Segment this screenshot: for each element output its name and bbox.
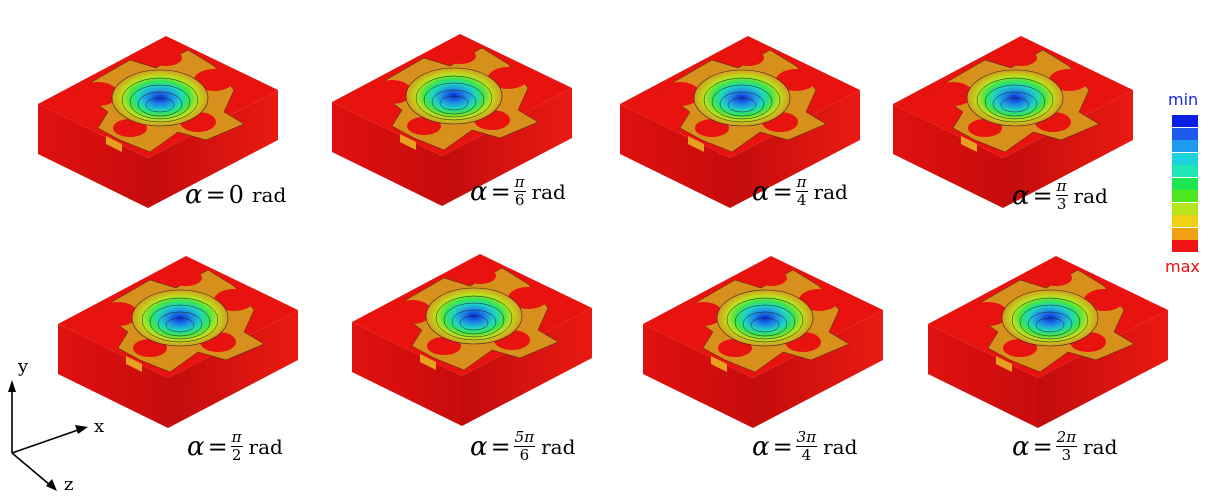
legend-color-cell [1172,227,1198,240]
caption-panel-1: α = 0 rad [185,180,287,210]
fraction-numerator: π [513,173,526,192]
caption-panel-5: α = π 2 rad [187,428,283,464]
fraction-numerator: 3π [795,428,818,447]
angle-unit: rad [1083,434,1118,459]
simulation-panel-6 [351,253,593,427]
alpha-symbol: α [470,431,488,462]
legend-color-cell [1172,165,1198,177]
legend-color-cell [1172,115,1198,127]
fraction-denominator: 6 [519,446,530,464]
alpha-symbol: α [185,180,203,210]
x-axis-label: x [94,416,105,437]
caption-panel-3: α = π 4 rad [752,173,848,209]
legend-min-label: min [1168,90,1199,109]
angle-fraction: 5π 6 [513,428,536,464]
caption-panel-4: α = π 3 rad [1012,177,1108,213]
legend-color-cell [1172,127,1198,140]
legend-color-cell [1172,152,1198,165]
alpha-symbol: α [1012,180,1030,211]
alpha-symbol: α [1012,431,1030,462]
angle-unit: rad [813,179,848,204]
fraction-numerator: π [230,428,243,447]
alpha-symbol: α [752,176,770,207]
legend-color-cell [1172,202,1198,215]
angle-unit: rad [541,434,576,459]
fraction-denominator: 2 [231,446,242,464]
fraction-numerator: 5π [513,428,536,447]
legend-color-cell [1172,177,1198,190]
angle-unit: rad [531,179,566,204]
caption-panel-6: α = 5π 6 rad [470,428,576,464]
fraction-numerator: π [795,173,808,192]
simulation-panel-8 [927,255,1169,429]
y-axis-label: y [18,356,29,377]
angle-unit: rad [823,434,858,459]
angle-value: 0 [228,181,244,209]
fraction-denominator: 4 [796,191,807,209]
simulation-panel-5 [57,255,299,429]
legend-color-cell [1172,140,1198,152]
fraction-numerator: 2π [1055,428,1078,447]
z-axis-label: z [64,474,74,495]
angle-unit: rad [1073,183,1108,208]
coordinate-axes [8,380,88,491]
legend-color-cell [1172,215,1198,227]
simulation-panel-7 [642,255,884,429]
fraction-numerator: π [1055,177,1068,196]
fraction-denominator: 6 [514,191,525,209]
legend-color-cell [1172,190,1198,202]
caption-panel-2: α = π 6 rad [470,173,566,209]
caption-panel-8: α = 2π 3 rad [1012,428,1118,464]
alpha-symbol: α [470,176,488,207]
angle-fraction: 3π 4 [795,428,818,464]
caption-panel-7: α = 3π 4 rad [752,428,858,464]
angle-fraction: 2π 3 [1055,428,1078,464]
legend-max-label: max [1165,257,1200,276]
alpha-symbol: α [752,431,770,462]
angle-unit: rad [248,434,283,459]
angle-unit: rad [251,183,287,207]
alpha-symbol: α [187,431,205,462]
fraction-denominator: 3 [1056,195,1067,213]
fraction-denominator: 4 [801,446,812,464]
fraction-denominator: 3 [1061,446,1072,464]
legend-color-cell [1172,240,1198,252]
